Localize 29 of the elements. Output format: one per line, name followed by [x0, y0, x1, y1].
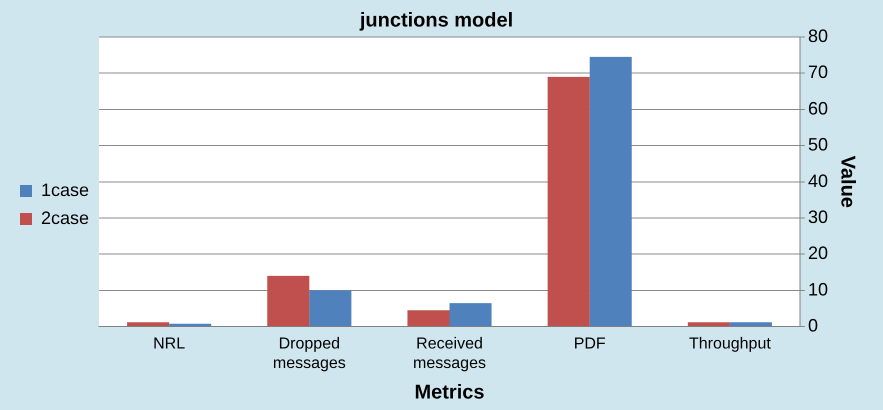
y-tick-label: 50 — [808, 134, 828, 155]
y-tick-label: 0 — [808, 316, 818, 336]
legend-label: 1case — [41, 180, 90, 200]
x-tick-label: Received messages — [413, 336, 486, 372]
y-tick-label: 10 — [808, 279, 828, 300]
bar — [267, 276, 310, 326]
y-tick-label: 20 — [808, 243, 828, 264]
x-axis-title: Metrics — [414, 382, 485, 404]
y-axis-title: Value — [836, 156, 858, 208]
y-tick-label: 70 — [808, 62, 828, 82]
bar — [730, 322, 772, 326]
bar — [688, 322, 730, 326]
x-tick-label: NRL — [153, 336, 186, 353]
bar — [169, 324, 212, 326]
bar — [590, 56, 632, 326]
bar — [407, 310, 450, 326]
legend-label: 2case — [41, 208, 90, 228]
bar — [548, 76, 590, 326]
x-tick-label: Dropped messages — [272, 336, 346, 372]
bar — [309, 290, 352, 326]
x-tick-label: PDF — [574, 336, 606, 353]
x-tick-label: Throughput — [688, 336, 772, 353]
y-tick-label: 60 — [808, 98, 828, 118]
y-tick-label: 80 — [808, 26, 828, 46]
y-tick-label: 40 — [808, 170, 828, 191]
bar — [127, 322, 170, 326]
chart-title: junctions model — [358, 10, 514, 32]
bar — [450, 303, 492, 326]
y-tick-label: 30 — [808, 206, 828, 227]
